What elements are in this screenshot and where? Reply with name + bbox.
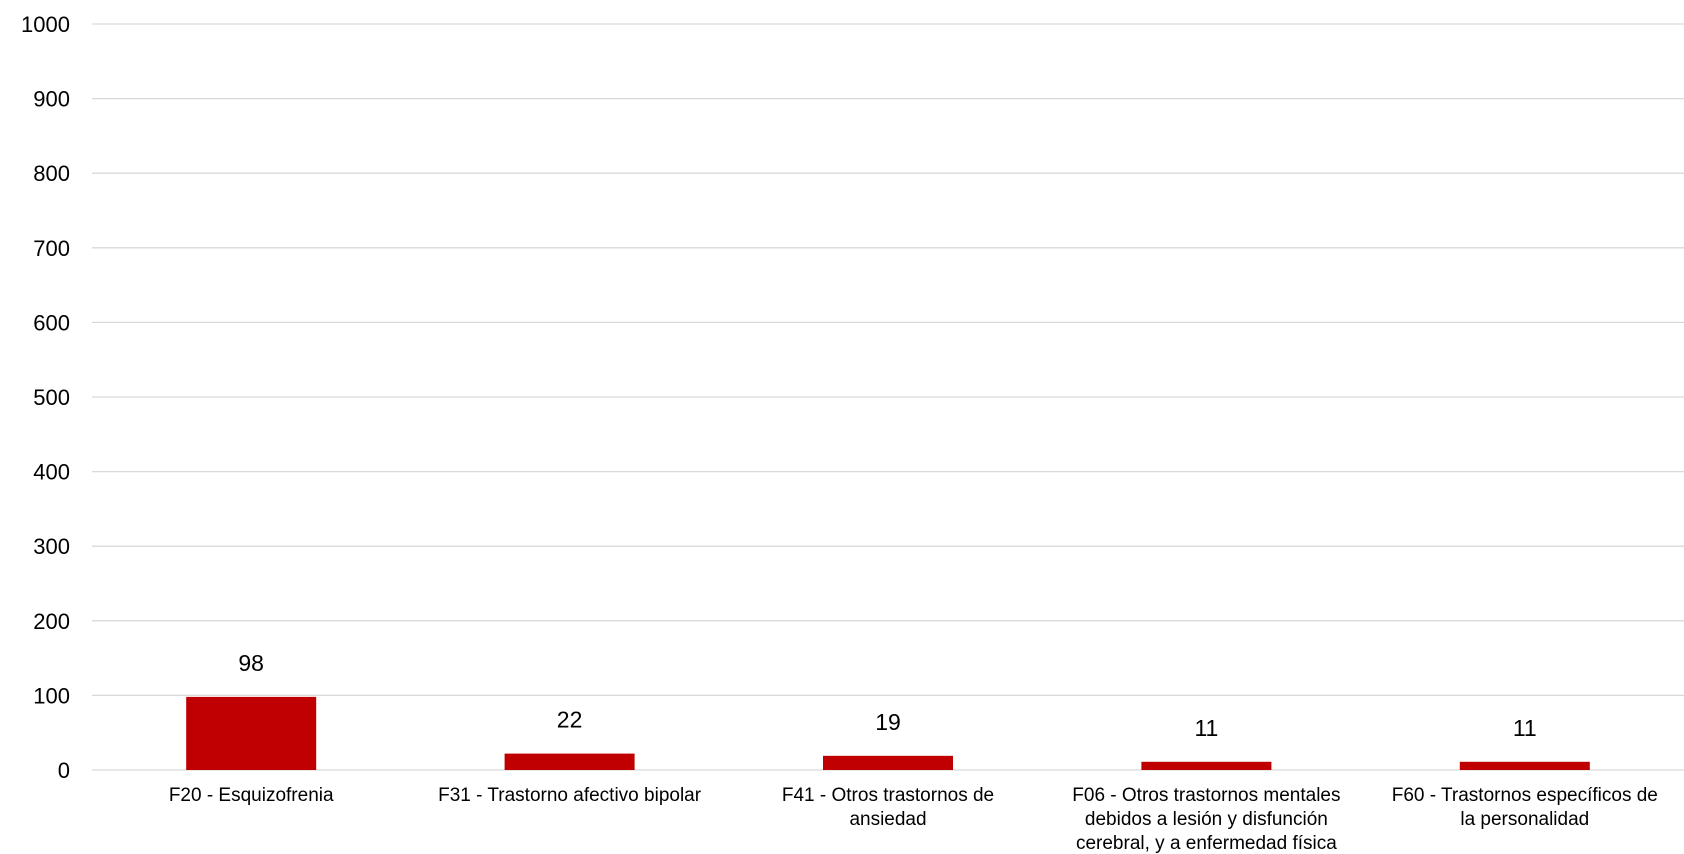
x-tick-label: F06 - Otros trastornos mentales debidos a… xyxy=(1072,785,1340,854)
x-tick-label: F31 - Trastorno afectivo bipolar xyxy=(438,785,702,806)
bar xyxy=(1459,761,1590,770)
y-tick-label: 0 xyxy=(58,758,70,783)
y-tick-label: 800 xyxy=(33,161,70,186)
bar xyxy=(1141,761,1272,770)
y-tick-label: 300 xyxy=(33,534,70,559)
data-label: 98 xyxy=(238,650,264,676)
x-tick-label: F41 - Otros trastornos de ansiedad xyxy=(782,785,994,830)
x-tick-label: F20 - Esquizofrenia xyxy=(169,785,334,806)
y-tick-label: 500 xyxy=(33,385,70,410)
bar xyxy=(823,755,953,770)
data-labels: 98 22 19 11 11 xyxy=(238,650,1536,741)
bar xyxy=(504,753,635,770)
x-axis-labels: F20 - Esquizofrenia F31 - Trastorno afect… xyxy=(169,785,1658,854)
y-tick-label: 600 xyxy=(33,310,70,335)
data-label: 22 xyxy=(557,707,583,733)
y-tick-label: 900 xyxy=(33,87,70,112)
data-label: 11 xyxy=(1194,715,1218,741)
y-tick-label: 400 xyxy=(33,460,70,485)
y-tick-label: 100 xyxy=(33,683,70,708)
gridlines xyxy=(92,23,1684,771)
bar xyxy=(186,696,317,770)
y-axis-ticks: 0 100 200 300 400 500 600 700 800 900 1000 xyxy=(21,12,70,783)
y-tick-label: 1000 xyxy=(21,12,70,37)
data-label: 11 xyxy=(1513,715,1537,741)
x-tick-label: F60 - Trastornos específicos de la person… xyxy=(1392,785,1658,830)
y-tick-label: 200 xyxy=(33,609,70,634)
bars xyxy=(186,696,1590,770)
data-label: 19 xyxy=(875,709,901,735)
y-tick-label: 700 xyxy=(33,236,70,261)
